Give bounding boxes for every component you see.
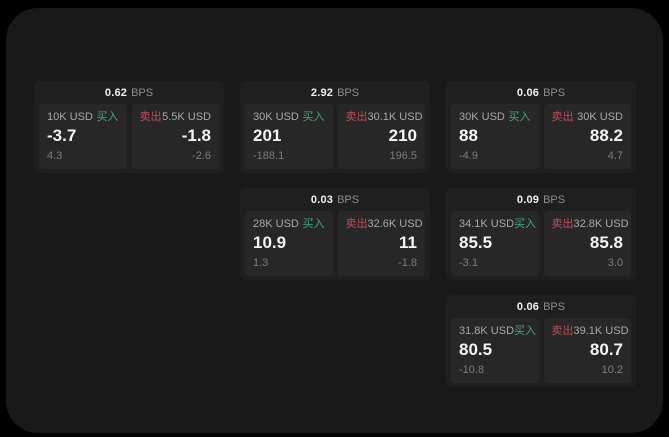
quote-panels: 10K USD 买入 -3.7 4.3 卖出 5.5K USD -1.8 -2.… xyxy=(34,104,224,173)
buy-side-label: 买入 xyxy=(514,218,537,230)
buy-notional: 30K USD xyxy=(459,111,505,123)
quote-card: 0.62 BPS 10K USD 买入 -3.7 4.3 卖出 5.5K USD xyxy=(34,81,224,173)
app-window: 0.62 BPS 10K USD 买入 -3.7 4.3 卖出 5.5K USD xyxy=(6,8,663,433)
sell-notional: 32.8K USD xyxy=(573,218,629,230)
sell-price: 80.7 xyxy=(589,340,623,359)
quote-panels: 34.1K USD 买入 85.5 -3.1 卖出 32.8K USD 85.8… xyxy=(446,211,636,280)
buy-price: 10.9 xyxy=(253,233,287,252)
buy-notional: 30K USD xyxy=(253,111,299,123)
bps-value: 0.62 xyxy=(104,86,128,99)
sell-notional: 39.1K USD xyxy=(573,325,629,337)
sell-notional: 5.5K USD xyxy=(162,111,211,123)
card-header: 0.06 BPS xyxy=(446,81,636,104)
bps-value: 0.09 xyxy=(516,193,540,206)
card-header: 0.06 BPS xyxy=(446,295,636,318)
buy-panel[interactable]: 28K USD 买入 10.9 1.3 xyxy=(245,211,333,276)
buy-sub-value: -188.1 xyxy=(253,150,285,162)
sell-price: 11 xyxy=(399,233,417,252)
bps-value: 2.92 xyxy=(310,86,334,99)
sell-notional: 30K USD xyxy=(577,111,623,123)
buy-notional: 28K USD xyxy=(253,218,299,230)
bps-unit-label: BPS xyxy=(131,86,154,99)
sell-panel[interactable]: 卖出 32.8K USD 85.8 3.0 xyxy=(543,211,631,276)
bps-unit-label: BPS xyxy=(543,86,566,99)
bps-unit-label: BPS xyxy=(337,193,360,206)
sell-sub-value: 3.0 xyxy=(607,257,623,269)
buy-panel[interactable]: 30K USD 买入 201 -188.1 xyxy=(245,104,333,169)
sell-panel[interactable]: 卖出 30K USD 88.2 4.7 xyxy=(543,104,631,169)
sell-sub-value: 196.5 xyxy=(389,150,417,162)
buy-notional: 31.8K USD xyxy=(459,325,515,337)
buy-price: 85.5 xyxy=(459,233,493,252)
card-header: 0.09 BPS xyxy=(446,188,636,211)
quote-panels: 30K USD 买入 201 -188.1 卖出 30.1K USD 210 1… xyxy=(240,104,430,173)
sell-side-label: 卖出 xyxy=(551,325,574,337)
sell-sub-value: 4.7 xyxy=(607,150,623,162)
buy-price: 88 xyxy=(459,126,478,145)
sell-panel[interactable]: 卖出 32.6K USD 11 -1.8 xyxy=(337,211,425,276)
quote-panels: 28K USD 买入 10.9 1.3 卖出 32.6K USD 11 -1.8 xyxy=(240,211,430,280)
buy-panel[interactable]: 34.1K USD 买入 85.5 -3.1 xyxy=(451,211,539,276)
quote-card: 0.09 BPS 34.1K USD 买入 85.5 -3.1 卖出 32.8K… xyxy=(446,188,636,280)
quote-card-grid: 0.62 BPS 10K USD 买入 -3.7 4.3 卖出 5.5K USD xyxy=(34,81,636,387)
buy-panel[interactable]: 30K USD 买入 88 -4.9 xyxy=(451,104,539,169)
sell-panel[interactable]: 卖出 39.1K USD 80.7 10.2 xyxy=(543,318,631,383)
card-header: 0.03 BPS xyxy=(240,188,430,211)
buy-price: -3.7 xyxy=(47,126,77,145)
sell-side-label: 卖出 xyxy=(551,111,574,123)
bps-unit-label: BPS xyxy=(543,300,566,313)
sell-price: 88.2 xyxy=(589,126,623,145)
buy-panel[interactable]: 31.8K USD 买入 80.5 -10.8 xyxy=(451,318,539,383)
buy-price: 80.5 xyxy=(459,340,493,359)
buy-side-label: 买入 xyxy=(302,111,325,123)
sell-side-label: 卖出 xyxy=(345,218,368,230)
sell-side-label: 卖出 xyxy=(551,218,574,230)
quote-card: 0.06 BPS 31.8K USD 买入 80.5 -10.8 卖出 39.1… xyxy=(446,295,636,387)
card-header: 2.92 BPS xyxy=(240,81,430,104)
buy-side-label: 买入 xyxy=(508,111,531,123)
buy-panel[interactable]: 10K USD 买入 -3.7 4.3 xyxy=(39,104,127,169)
buy-side-label: 买入 xyxy=(302,218,325,230)
sell-sub-value: 10.2 xyxy=(601,364,623,376)
sell-notional: 32.6K USD xyxy=(367,218,423,230)
quote-panels: 31.8K USD 买入 80.5 -10.8 卖出 39.1K USD 80.… xyxy=(446,318,636,387)
sell-sub-value: -1.8 xyxy=(398,257,417,269)
buy-sub-value: -3.1 xyxy=(459,257,478,269)
sell-price: -1.8 xyxy=(181,126,211,145)
buy-sub-value: -4.9 xyxy=(459,150,478,162)
buy-sub-value: 1.3 xyxy=(253,257,269,269)
bps-value: 0.06 xyxy=(516,86,540,99)
bps-unit-label: BPS xyxy=(543,193,566,206)
bps-value: 0.03 xyxy=(310,193,334,206)
quote-card: 2.92 BPS 30K USD 买入 201 -188.1 卖出 30.1K … xyxy=(240,81,430,173)
card-header: 0.62 BPS xyxy=(34,81,224,104)
sell-side-label: 卖出 xyxy=(139,111,162,123)
quote-panels: 30K USD 买入 88 -4.9 卖出 30K USD 88.2 4.7 xyxy=(446,104,636,173)
buy-sub-value: 4.3 xyxy=(47,150,63,162)
sell-sub-value: -2.6 xyxy=(192,150,211,162)
bps-value: 0.06 xyxy=(516,300,540,313)
buy-side-label: 买入 xyxy=(96,111,119,123)
buy-sub-value: -10.8 xyxy=(459,364,485,376)
buy-notional: 34.1K USD xyxy=(459,218,515,230)
sell-notional: 30.1K USD xyxy=(367,111,423,123)
sell-panel[interactable]: 卖出 30.1K USD 210 196.5 xyxy=(337,104,425,169)
quote-card: 0.06 BPS 30K USD 买入 88 -4.9 卖出 30K USD xyxy=(446,81,636,173)
quote-card: 0.03 BPS 28K USD 买入 10.9 1.3 卖出 32.6K US… xyxy=(240,188,430,280)
bps-unit-label: BPS xyxy=(337,86,360,99)
sell-panel[interactable]: 卖出 5.5K USD -1.8 -2.6 xyxy=(131,104,219,169)
sell-side-label: 卖出 xyxy=(345,111,368,123)
buy-side-label: 买入 xyxy=(514,325,537,337)
sell-price: 85.8 xyxy=(589,233,623,252)
sell-price: 210 xyxy=(388,126,417,145)
buy-price: 201 xyxy=(253,126,282,145)
buy-notional: 10K USD xyxy=(47,111,93,123)
